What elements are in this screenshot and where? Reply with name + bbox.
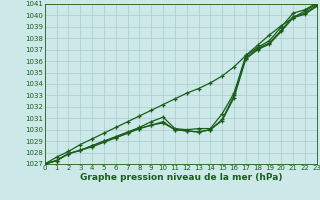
- X-axis label: Graphe pression niveau de la mer (hPa): Graphe pression niveau de la mer (hPa): [80, 173, 282, 182]
